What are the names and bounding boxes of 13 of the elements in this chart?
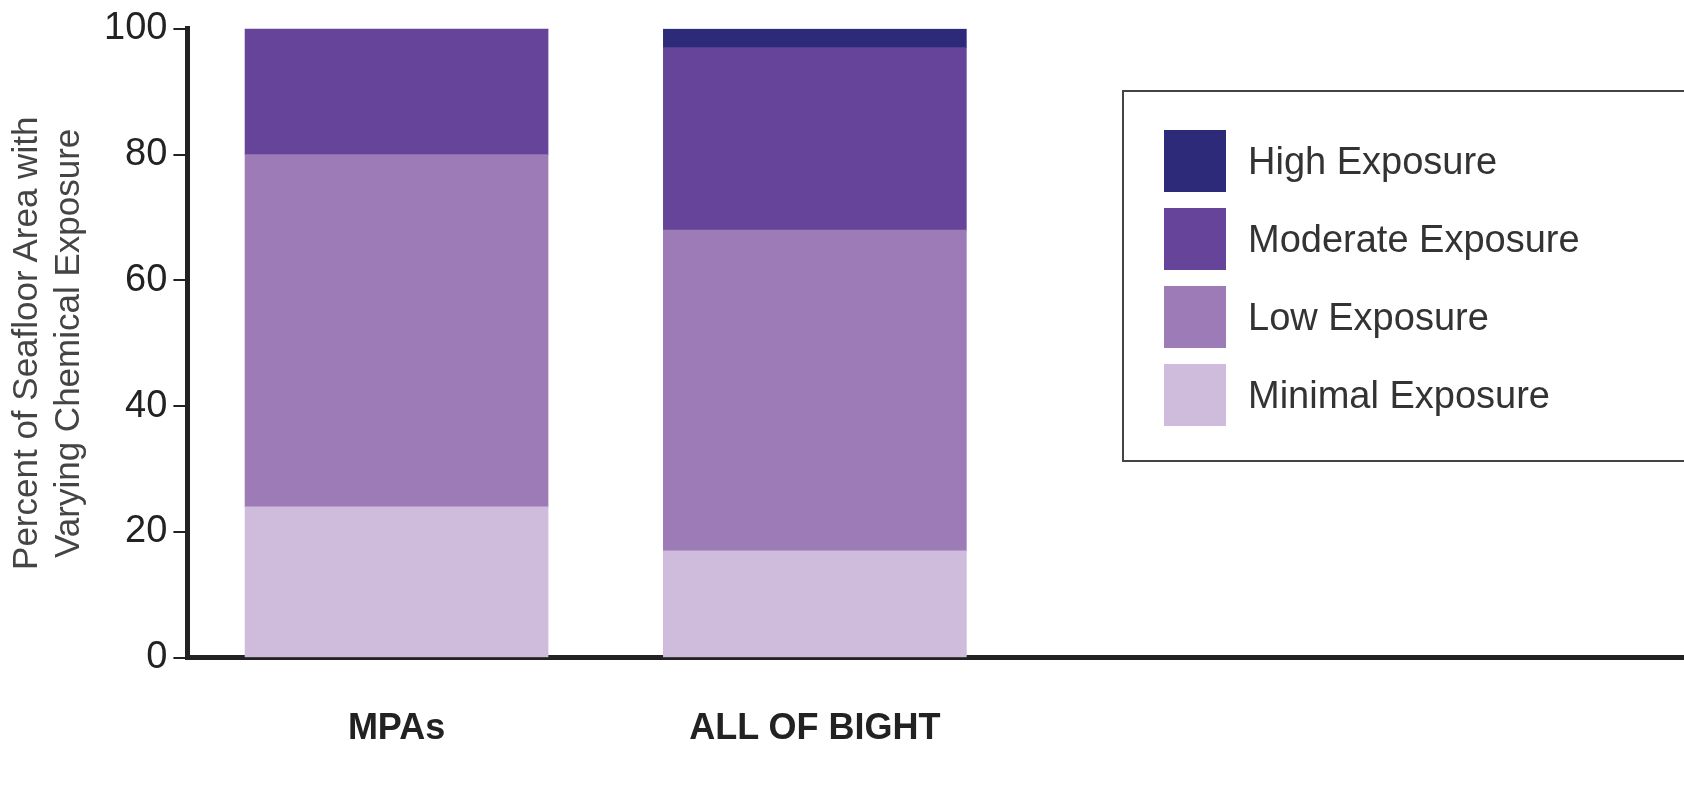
legend-label: Low Exposure (1248, 295, 1489, 339)
y-tick-label: 0 (146, 634, 168, 677)
y-tick-label: 40 (125, 382, 168, 425)
y-tick-label: 60 (125, 256, 168, 299)
legend-label: High Exposure (1248, 139, 1498, 183)
y-tick-label: 20 (125, 508, 168, 551)
x-tick-label: MPAs (347, 706, 446, 748)
y-tick-label: 100 (104, 5, 168, 48)
legend-label: Minimal Exposure (1248, 373, 1550, 417)
x-tick-label: ALL OF BIGHT (689, 706, 941, 748)
y-axis-title: Percent of Seafloor Area with Varying Chemical Exposure (4, 116, 86, 570)
y-tick-label: 80 (125, 131, 168, 174)
legend-label: Moderate Exposure (1248, 217, 1580, 261)
